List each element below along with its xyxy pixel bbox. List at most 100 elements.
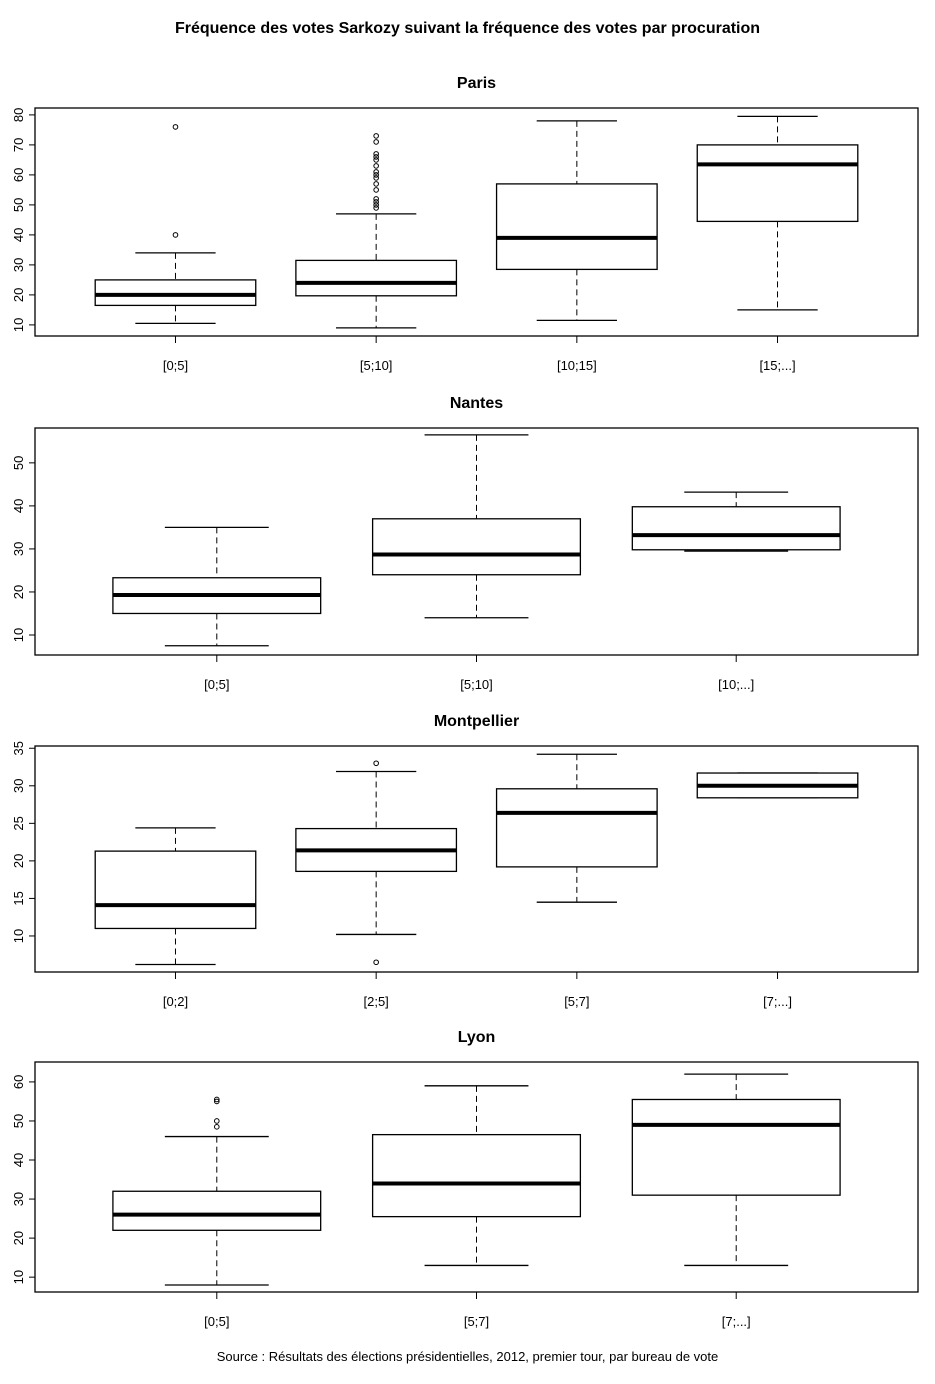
y-tick-label: 35 bbox=[11, 741, 26, 755]
outlier-point bbox=[172, 232, 179, 238]
y-tick-label: 30 bbox=[11, 258, 26, 272]
y-tick-label: 20 bbox=[11, 288, 26, 302]
outlier-point bbox=[172, 124, 179, 130]
x-tick-label: [5;7] bbox=[564, 994, 589, 1009]
outlier-point bbox=[373, 959, 379, 966]
outlier-point bbox=[373, 157, 379, 163]
box-[0;5]: [0;5] bbox=[112, 1096, 322, 1329]
outlier-point bbox=[373, 172, 379, 178]
panel-paris: Paris 10 20 30 40 50 60 70 80 [0;5] [5;10] [10;15] [… bbox=[11, 75, 919, 373]
panel-title: Nantes bbox=[450, 395, 503, 412]
panel-title: Montpellier bbox=[434, 713, 519, 730]
box-[0;5]: [0;5] bbox=[112, 526, 322, 692]
x-tick-label: [15;...] bbox=[759, 358, 795, 373]
panel-title: Lyon bbox=[458, 1029, 496, 1046]
box-[5;10]: [5;10] bbox=[295, 133, 458, 373]
y-tick-label: 25 bbox=[11, 816, 26, 830]
outlier-point bbox=[373, 139, 379, 145]
iqr-box bbox=[696, 144, 859, 223]
y-tick-label: 50 bbox=[11, 456, 26, 470]
outlier-point bbox=[373, 181, 379, 187]
iqr-box bbox=[371, 518, 582, 576]
y-tick-label: 50 bbox=[11, 1114, 26, 1128]
iqr-box bbox=[631, 1098, 841, 1196]
x-tick-label: [5;7] bbox=[464, 1314, 489, 1329]
outlier-point bbox=[373, 154, 379, 160]
iqr-box bbox=[112, 1190, 322, 1231]
outlier-point bbox=[213, 1118, 220, 1124]
outlier-point bbox=[373, 151, 379, 157]
y-tick-label: 70 bbox=[11, 138, 26, 152]
y-tick-label: 10 bbox=[11, 318, 26, 332]
outlier-point bbox=[373, 199, 379, 205]
y-tick-label: 30 bbox=[11, 1192, 26, 1206]
box-[7;...]: [7;...] bbox=[696, 772, 859, 1009]
iqr-box bbox=[495, 788, 658, 868]
y-tick-label: 60 bbox=[11, 1075, 26, 1089]
box-[5;7]: [5;7] bbox=[371, 1085, 582, 1329]
outlier-point bbox=[373, 202, 379, 208]
x-tick-label: [0;5] bbox=[204, 1314, 229, 1329]
panel-title: Paris bbox=[457, 75, 496, 92]
y-tick-label: 30 bbox=[11, 779, 26, 793]
box-[5;7]: [5;7] bbox=[495, 753, 658, 1009]
y-tick-label: 20 bbox=[11, 854, 26, 868]
outlier-point bbox=[373, 175, 379, 181]
iqr-box bbox=[631, 506, 841, 551]
x-tick-label: [10;15] bbox=[557, 358, 597, 373]
outlier-point bbox=[373, 163, 379, 169]
y-tick-label: 30 bbox=[11, 542, 26, 556]
plot-frame bbox=[34, 745, 919, 973]
chart-title: Fréquence des votes Sarkozy suivant la f… bbox=[174, 20, 761, 37]
x-tick-label: [7;...] bbox=[763, 994, 792, 1009]
y-tick-label: 40 bbox=[11, 1153, 26, 1167]
y-tick-label: 80 bbox=[11, 108, 26, 122]
source-note: Source : Résultats des élections préside… bbox=[216, 1349, 719, 1364]
iqr-box bbox=[94, 850, 257, 930]
box-[7;...]: [7;...] bbox=[631, 1073, 841, 1329]
box-[0;5]: [0;5] bbox=[94, 124, 257, 373]
outlier-point bbox=[373, 205, 379, 211]
panel-nantes: Nantes 10 20 30 40 50 [0;5] [5;10] [10;...] bbox=[11, 395, 919, 692]
x-tick-label: [0;2] bbox=[163, 994, 188, 1009]
y-tick-label: 40 bbox=[11, 499, 26, 513]
panel-montpellier: Montpellier 10 15 20 25 30 35 [0;2] [2;5] [5;7] [7… bbox=[11, 713, 919, 1009]
box-[10;...]: [10;...] bbox=[631, 491, 841, 692]
x-tick-label: [0;5] bbox=[204, 677, 229, 692]
y-tick-label: 50 bbox=[11, 198, 26, 212]
outlier-point bbox=[373, 187, 379, 193]
outlier-point bbox=[213, 1098, 220, 1105]
iqr-box bbox=[94, 279, 257, 307]
y-tick-label: 20 bbox=[11, 1231, 26, 1245]
box-[0;2]: [0;2] bbox=[94, 827, 257, 1009]
outlier-point bbox=[373, 133, 379, 139]
iqr-box bbox=[371, 1133, 582, 1218]
y-tick-label: 60 bbox=[11, 168, 26, 182]
y-tick-label: 10 bbox=[11, 1270, 26, 1284]
box-[5;10]: [5;10] bbox=[371, 434, 582, 692]
panel-lyon: Lyon 10 20 30 40 50 60 [0;5] [5;7] [7;...] bbox=[11, 1029, 919, 1329]
x-tick-label: [10;...] bbox=[718, 677, 754, 692]
y-tick-label: 10 bbox=[11, 929, 26, 943]
x-tick-label: [0;5] bbox=[163, 358, 188, 373]
outlier-point bbox=[373, 760, 379, 767]
outlier-point bbox=[213, 1124, 220, 1130]
y-tick-label: 10 bbox=[11, 628, 26, 642]
iqr-box bbox=[295, 259, 458, 297]
y-tick-label: 40 bbox=[11, 228, 26, 242]
x-tick-label: [7;...] bbox=[722, 1314, 751, 1329]
outlier-point bbox=[373, 196, 379, 202]
outlier-point bbox=[373, 169, 379, 175]
box-[10;15]: [10;15] bbox=[495, 120, 658, 373]
box-[15;...]: [15;...] bbox=[696, 115, 859, 373]
outlier-point bbox=[213, 1096, 220, 1103]
x-tick-label: [2;5] bbox=[364, 994, 389, 1009]
plot-frame bbox=[34, 107, 919, 337]
x-tick-label: [5;10] bbox=[460, 677, 493, 692]
y-tick-label: 20 bbox=[11, 585, 26, 599]
x-tick-label: [5;10] bbox=[360, 358, 393, 373]
box-[2;5]: [2;5] bbox=[295, 760, 458, 1009]
y-tick-label: 15 bbox=[11, 891, 26, 905]
